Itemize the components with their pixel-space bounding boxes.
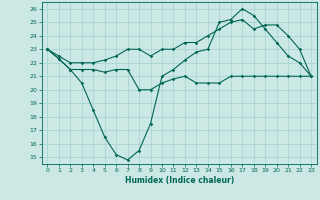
X-axis label: Humidex (Indice chaleur): Humidex (Indice chaleur) — [124, 176, 234, 185]
